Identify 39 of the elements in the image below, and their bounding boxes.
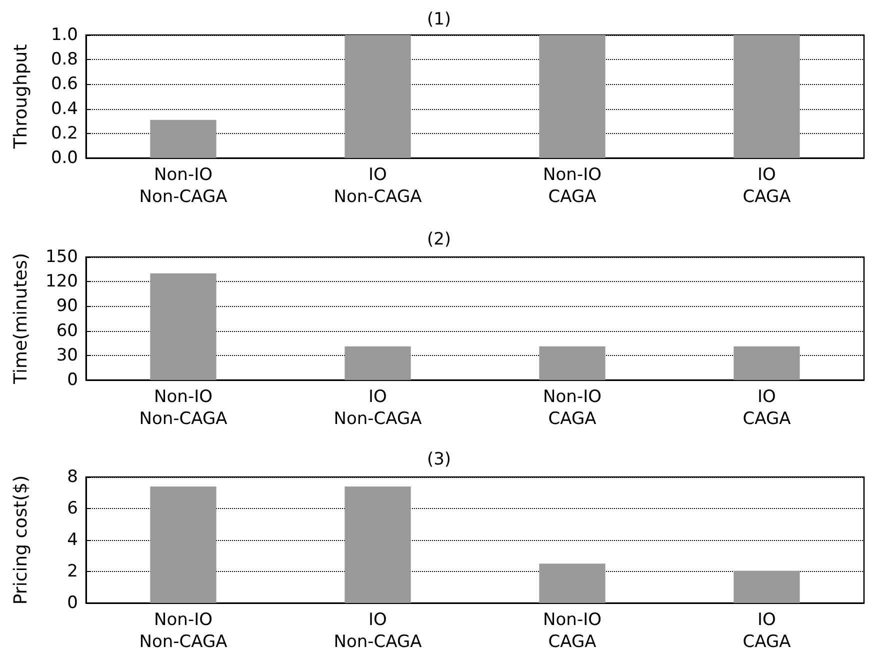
x-tick-label: Non-IO CAGA (543, 387, 602, 429)
bar (150, 486, 216, 603)
x-tick-label: IO CAGA (742, 610, 792, 652)
x-tick-label: IO Non-CAGA (334, 387, 422, 429)
y-tick-label: 150 (46, 247, 78, 267)
y-tick-label: 60 (56, 320, 78, 341)
y-tick-label: 0.8 (50, 50, 78, 70)
chart-title: (2) (426, 230, 452, 250)
x-tick-label: Non-IO CAGA (543, 165, 602, 207)
y-axis-title: Time(minutes) (10, 253, 32, 385)
y-tick-label: 4 (67, 530, 78, 550)
y-axis-title: Throughput (10, 44, 32, 150)
y-tick-label: 2 (67, 562, 78, 582)
x-tick-label: Non-IO Non-CAGA (139, 165, 228, 207)
x-tick-label: Non-IO Non-CAGA (139, 610, 228, 652)
y-tick-label: 90 (56, 296, 78, 316)
bar (734, 570, 800, 603)
x-tick-label: IO CAGA (742, 165, 792, 207)
x-tick-label: IO CAGA (742, 387, 792, 429)
x-tick-label: IO Non-CAGA (334, 610, 422, 652)
y-tick-label: 0.2 (50, 123, 78, 144)
y-tick-label: 0 (67, 593, 78, 613)
y-tick-label: 8 (67, 467, 78, 487)
bar (539, 564, 606, 603)
y-tick-label: 0 (67, 370, 78, 390)
y-tick-label: 0.6 (50, 74, 78, 94)
chart-title: (3) (426, 450, 452, 470)
y-tick-label: 0.4 (50, 98, 78, 119)
x-tick-label: IO Non-CAGA (334, 165, 422, 207)
y-axis-title: Pricing cost($) (10, 475, 32, 605)
y-tick-label: 6 (67, 498, 78, 518)
x-tick-label: Non-IO Non-CAGA (139, 387, 228, 429)
y-tick-label: 120 (46, 272, 78, 292)
y-tick-label: 1.0 (50, 25, 78, 45)
y-tick-label: 0.0 (50, 148, 78, 168)
bar (344, 486, 411, 603)
chart-title: (1) (426, 10, 452, 30)
x-tick-label: Non-IO CAGA (543, 610, 602, 652)
y-tick-label: 30 (56, 345, 78, 366)
